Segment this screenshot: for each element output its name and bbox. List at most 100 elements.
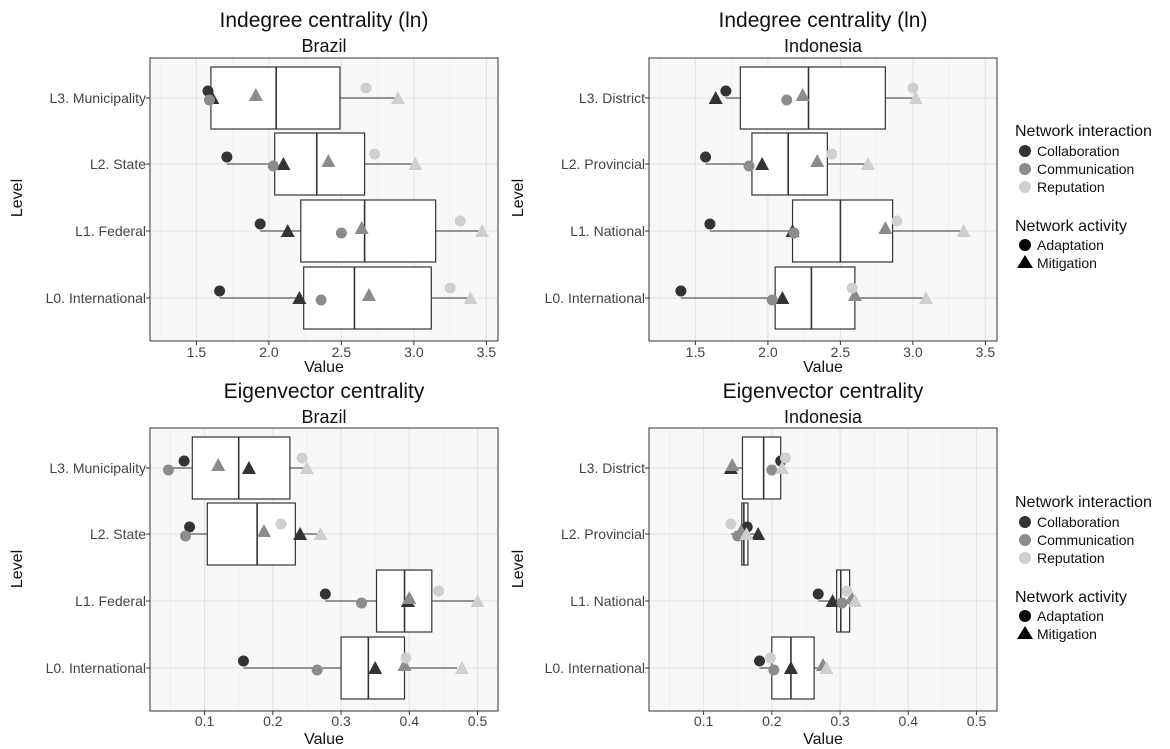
point-communication-adaptation	[179, 530, 191, 542]
y-tick-label: L3. Municipality	[50, 90, 147, 106]
point-collaboration-adaptation	[741, 521, 753, 533]
chart-panel-2: Indegree centrality (ln) Indonesia L3. Dis…	[510, 9, 998, 376]
point-reputation-adaptation	[764, 652, 776, 664]
point-reputation-adaptation	[275, 518, 287, 530]
point-reputation-adaptation	[400, 652, 412, 664]
x-tick-label: 1.5	[686, 344, 706, 360]
point-collaboration-mitigation	[368, 661, 383, 674]
y-tick-label: L1. National	[570, 223, 645, 239]
x-tick-label: 3.0	[404, 344, 424, 360]
point-reputation-mitigation	[819, 661, 834, 674]
y-tick-label: L2. Provincial	[561, 156, 645, 172]
legend-reputation-label: Reputation	[1037, 550, 1105, 566]
point-communication-mitigation	[211, 458, 226, 471]
x-tick-label: 0.1	[195, 713, 215, 729]
legend-bottom: Network interaction Collaboration Commun…	[1015, 494, 1152, 642]
point-reputation-mitigation	[848, 594, 863, 607]
legend-collaboration-marker	[1019, 145, 1031, 157]
y-tick-label: L3. District	[579, 90, 645, 106]
chart-subtitle: Indonesia	[784, 407, 863, 427]
point-collaboration-adaptation	[221, 151, 233, 163]
legend-adaptation-label: Adaptation	[1037, 237, 1104, 253]
x-tick-label: 0.1	[694, 713, 714, 729]
box-L0. International	[774, 266, 856, 330]
y-tick-label: L3. District	[579, 460, 645, 476]
point-communication-adaptation	[315, 294, 327, 306]
point-communication-adaptation	[203, 94, 215, 106]
point-reputation-mitigation	[390, 91, 405, 104]
point-collaboration-mitigation	[825, 594, 840, 607]
y-tick-label: L1. Federal	[75, 223, 146, 239]
x-tick-label: 0.2	[762, 713, 782, 729]
point-communication-mitigation	[397, 658, 412, 671]
point-collaboration-adaptation	[700, 151, 712, 163]
y-axis-title: Level	[510, 550, 527, 588]
x-tick-label: 0.5	[468, 713, 488, 729]
legend-reputation-marker	[1019, 181, 1031, 193]
x-tick-label: 0.4	[400, 713, 420, 729]
point-collaboration-adaptation	[720, 85, 732, 97]
y-tick-label: L2. Provincial	[561, 526, 645, 542]
point-reputation-adaptation	[725, 518, 737, 530]
point-communication-mitigation	[402, 591, 417, 604]
y-axis-title: Level	[9, 550, 26, 588]
legend-mitigation-marker	[1017, 255, 1033, 268]
point-collaboration-adaptation	[675, 285, 687, 297]
legend-communication-label: Communication	[1037, 161, 1134, 177]
point-communication-adaptation	[768, 664, 780, 676]
point-collaboration-mitigation	[280, 224, 295, 237]
box-L3. District	[739, 66, 886, 130]
y-tick-label: L2. State	[90, 526, 146, 542]
point-collaboration-adaptation	[254, 218, 266, 230]
point-collaboration-adaptation	[202, 85, 214, 97]
legend-communication-label: Communication	[1037, 532, 1134, 548]
point-communication-mitigation	[847, 288, 862, 301]
point-reputation-adaptation	[369, 148, 381, 160]
point-communication-mitigation	[810, 154, 825, 167]
box-L2. State	[274, 132, 366, 196]
plot-border	[149, 427, 499, 712]
point-collaboration-mitigation	[708, 91, 723, 104]
point-collaboration-mitigation	[751, 527, 766, 540]
y-axis-title: Level	[510, 179, 527, 217]
point-communication-mitigation	[725, 458, 740, 471]
chart-title: Indegree centrality (ln)	[220, 9, 429, 32]
point-reputation-adaptation	[296, 452, 308, 464]
x-tick-label: 1.5	[187, 344, 207, 360]
plot-border	[149, 57, 499, 342]
point-reputation-mitigation	[908, 91, 923, 104]
point-collaboration-adaptation	[184, 521, 196, 533]
chart-panel-1: Indegree centrality (ln) Brazil L3. Munici…	[9, 9, 499, 376]
x-tick-label: 2.5	[831, 344, 851, 360]
legend-reputation-label: Reputation	[1037, 179, 1105, 195]
point-reputation-mitigation	[408, 157, 423, 170]
legend-top: Network interaction Collaboration Commun…	[1015, 123, 1152, 271]
point-communication-mitigation	[795, 88, 810, 101]
chart-title: Indegree centrality (ln)	[719, 9, 928, 32]
legend-interaction-title: Network interaction	[1015, 123, 1152, 140]
point-reputation-mitigation	[918, 291, 933, 304]
point-reputation-adaptation	[454, 215, 466, 227]
box-L3. Municipality	[191, 436, 291, 500]
x-tick-label: 0.3	[331, 713, 351, 729]
plot-border	[648, 427, 998, 712]
panels: Indegree centrality (ln) Brazil L3. Munici…	[9, 9, 998, 748]
point-collaboration-adaptation	[812, 588, 824, 600]
box-L1. Federal	[300, 199, 437, 263]
point-collaboration-adaptation	[754, 655, 766, 667]
point-reputation-mitigation	[454, 661, 469, 674]
x-tick-label: 2.5	[332, 344, 352, 360]
point-reputation-mitigation	[775, 461, 790, 474]
chart-panel-3: Eigenvector centrality Brazil L3. Municipa…	[9, 380, 499, 748]
legend-collaboration-label: Collaboration	[1037, 143, 1120, 159]
point-reputation-adaptation	[846, 282, 858, 294]
point-reputation-adaptation	[444, 282, 456, 294]
x-axis-title: Value	[304, 731, 344, 748]
y-tick-label: L2. State	[90, 156, 146, 172]
x-tick-label: 2.0	[758, 344, 778, 360]
chart-panel-4: Eigenvector centrality Indonesia L3. Distr…	[510, 380, 998, 748]
y-tick-label: L0. International	[545, 660, 645, 676]
point-reputation-adaptation	[360, 82, 372, 94]
point-communication-adaptation	[356, 597, 368, 609]
